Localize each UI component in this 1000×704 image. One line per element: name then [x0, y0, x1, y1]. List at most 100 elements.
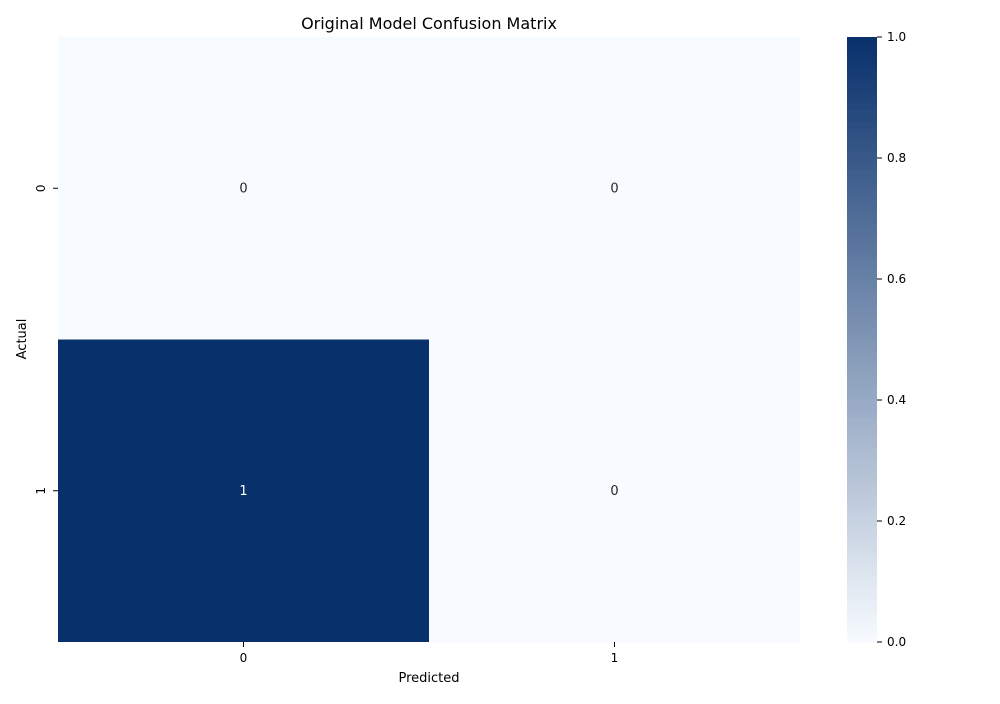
colorbar-segment [847, 605, 877, 613]
colorbar-segment [847, 230, 877, 238]
colorbar-segment [847, 236, 877, 244]
colorbar-segment [847, 188, 877, 195]
x-axis-label: Predicted [398, 671, 459, 686]
colorbar-segment [847, 521, 877, 528]
colorbar-segment [847, 635, 877, 643]
colorbar-segment [847, 466, 877, 474]
colorbar-segment [847, 514, 877, 522]
colorbar-segment [847, 593, 877, 601]
colorbar-segment [847, 200, 877, 207]
colorbar-segment [847, 194, 877, 201]
colorbar-segment [847, 248, 877, 256]
heatmap-cells: 0 0 1 0 [58, 37, 800, 642]
colorbar-segment [847, 424, 877, 431]
colorbar-segment [847, 272, 877, 280]
colorbar-segment [847, 97, 877, 105]
colorbar-segment [847, 242, 877, 250]
colorbar-segment [847, 109, 877, 117]
colorbar-segment [847, 557, 877, 564]
colorbar-segment [847, 285, 877, 292]
colorbar-segment [847, 478, 877, 486]
colorbar-segment [847, 406, 877, 413]
colorbar-tick-label: 0.8 [887, 151, 906, 165]
colorbar-segment [847, 375, 877, 383]
colorbar-segment [847, 115, 877, 123]
colorbar-segment [847, 321, 877, 328]
colorbar-segment [847, 61, 877, 68]
colorbar-segment [847, 91, 877, 99]
colorbar-segment [847, 369, 877, 377]
colorbar-segment [847, 218, 877, 226]
colorbar-segment [847, 448, 877, 456]
colorbar-segment [847, 551, 877, 558]
cell-annotation-r1-c1: 0 [610, 484, 618, 499]
colorbar-segment [847, 127, 877, 135]
colorbar-segment [847, 563, 877, 570]
heatmap-cell-r1-c0 [58, 339, 429, 642]
colorbar-segment [847, 170, 877, 177]
colorbar-segment [847, 145, 877, 153]
colorbar-segment [847, 539, 877, 546]
colorbar-segment [847, 412, 877, 419]
colorbar-segment [847, 206, 877, 214]
colorbar-segment [847, 430, 877, 437]
colorbar-segment [847, 49, 877, 56]
colorbar-segment [847, 164, 877, 171]
colorbar-segment [847, 309, 877, 316]
colorbar-segment [847, 345, 877, 353]
colorbar-segment [847, 611, 877, 619]
colorbar-segment [847, 587, 877, 595]
colorbar-segment [847, 133, 877, 141]
colorbar-segment [847, 176, 877, 183]
cell-annotation-r0-c0: 0 [239, 181, 247, 196]
colorbar-segment [847, 569, 877, 577]
heatmap-cell-r0-c0 [58, 37, 429, 340]
colorbar-segment [847, 393, 877, 401]
colorbar-tick-label: 0.2 [887, 514, 906, 528]
colorbar-segment [847, 303, 877, 310]
colorbar-segment [847, 442, 877, 449]
colorbar-segment [847, 279, 877, 286]
x-tick-label-1: 1 [611, 651, 619, 665]
colorbar-segment [847, 400, 877, 407]
colorbar-segment [847, 121, 877, 129]
colorbar-segment [847, 297, 877, 304]
colorbar-segment [847, 333, 877, 341]
y-axis-label: Actual [15, 319, 30, 360]
y-axis-ticks: 01 [34, 184, 58, 495]
colorbar-segment [847, 381, 877, 389]
colorbar-segment [847, 73, 877, 80]
colorbar-segment [847, 363, 877, 371]
cell-annotation-r0-c1: 0 [610, 181, 618, 196]
colorbar-segment [847, 85, 877, 93]
colorbar-segment [847, 617, 877, 625]
colorbar-segment [847, 472, 877, 480]
colorbar-segment [847, 79, 877, 86]
colorbar-segment [847, 387, 877, 395]
colorbar-segment [847, 508, 877, 516]
colorbar-segment [847, 266, 877, 274]
colorbar-segment [847, 357, 877, 365]
colorbar-segment [847, 291, 877, 298]
chart-title: Original Model Confusion Matrix [301, 14, 557, 33]
colorbar-segment [847, 460, 877, 468]
colorbar-segment [847, 496, 877, 504]
colorbar-segment [847, 502, 877, 510]
y-tick-label-0: 0 [34, 184, 48, 192]
colorbar-segment [847, 599, 877, 607]
colorbar-segment [847, 212, 877, 220]
colorbar-segment [847, 545, 877, 552]
colorbar-segment [847, 182, 877, 189]
colorbar-segment [847, 629, 877, 637]
cell-annotation-r1-c0: 1 [239, 484, 247, 499]
colorbar-segment [847, 454, 877, 462]
colorbar-segment [847, 436, 877, 443]
colorbar-segment [847, 43, 877, 50]
colorbar-segment [847, 533, 877, 540]
colorbar: 0.0 0.2 0.4 0.6 0.8 1.0 [847, 30, 906, 649]
colorbar-segment [847, 254, 877, 262]
colorbar-segment [847, 490, 877, 498]
y-tick-label-1: 1 [34, 487, 48, 495]
colorbar-segment [847, 55, 877, 62]
